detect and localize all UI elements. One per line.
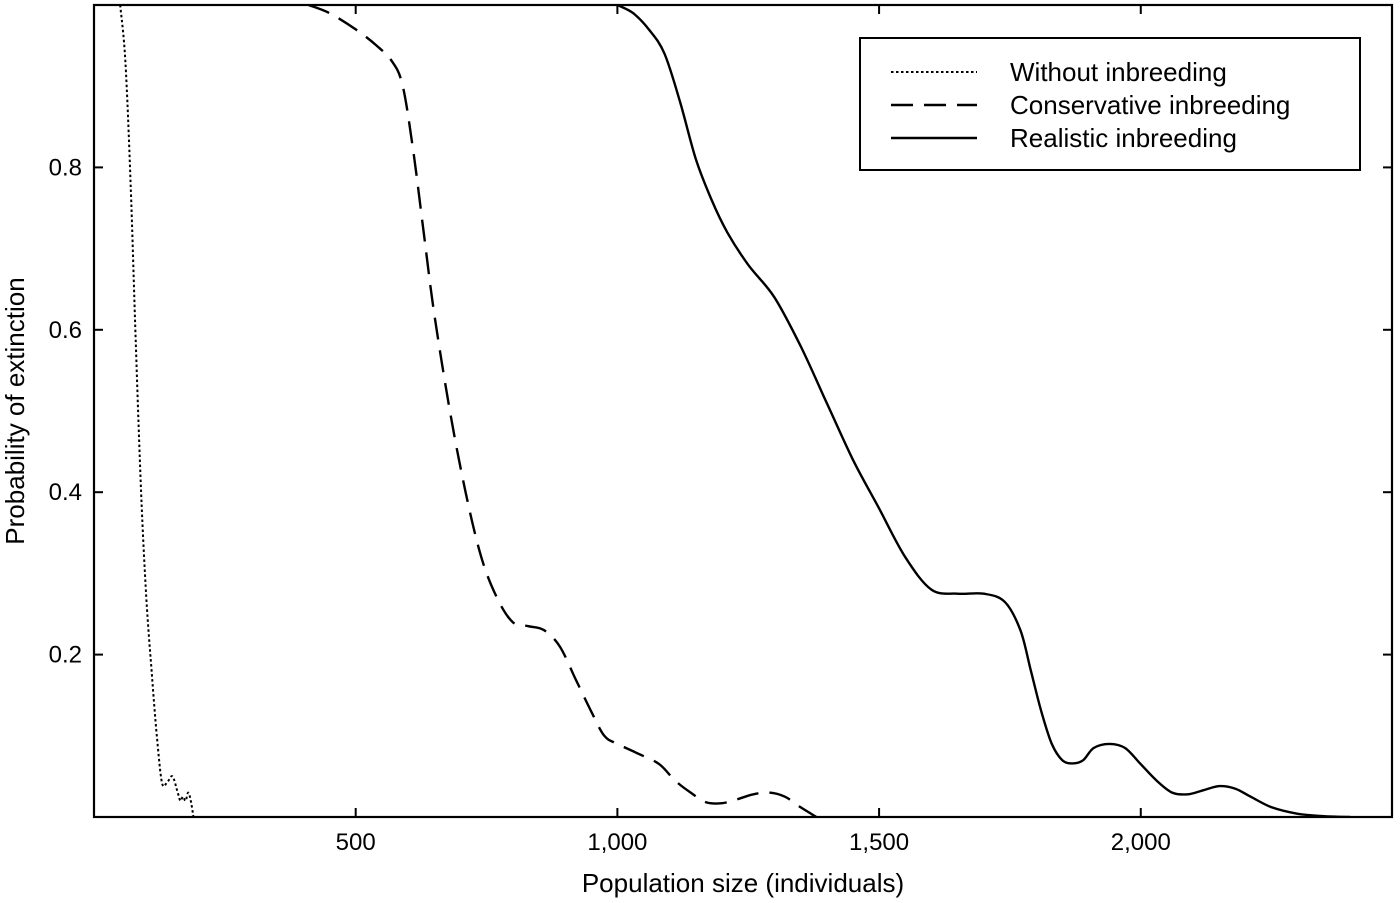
x-tick-label: 1,000	[587, 829, 647, 856]
legend-label-realistic-inbreeding: Realistic inbreeding	[1010, 123, 1237, 153]
series-line-without-inbreeding	[119, 5, 195, 817]
legend-label-conservative-inbreeding: Conservative inbreeding	[1010, 90, 1290, 120]
x-tick-label: 500	[336, 829, 376, 856]
series-line-realistic-inbreeding	[616, 5, 1351, 817]
y-tick-label: 0.2	[49, 642, 82, 669]
y-tick-label: 0.8	[49, 154, 82, 181]
y-axis-ticks: 0.2 0.4 0.6 0.8	[49, 154, 1392, 669]
series-line-conservative-inbreeding	[308, 5, 817, 817]
y-axis-title: Probability of extinction	[0, 277, 30, 544]
legend-label-without-inbreeding: Without inbreeding	[1010, 57, 1227, 87]
y-tick-label: 0.6	[49, 317, 82, 344]
x-axis-ticks: 500 1,000 1,500 2,000	[336, 5, 1171, 856]
series-layer	[119, 5, 1351, 817]
plot-area-frame	[92, 3, 1394, 819]
x-axis-title: Population size (individuals)	[582, 868, 904, 898]
x-tick-label: 2,000	[1111, 829, 1171, 856]
x-tick-label: 1,500	[849, 829, 909, 856]
y-tick-label: 0.4	[49, 479, 82, 506]
